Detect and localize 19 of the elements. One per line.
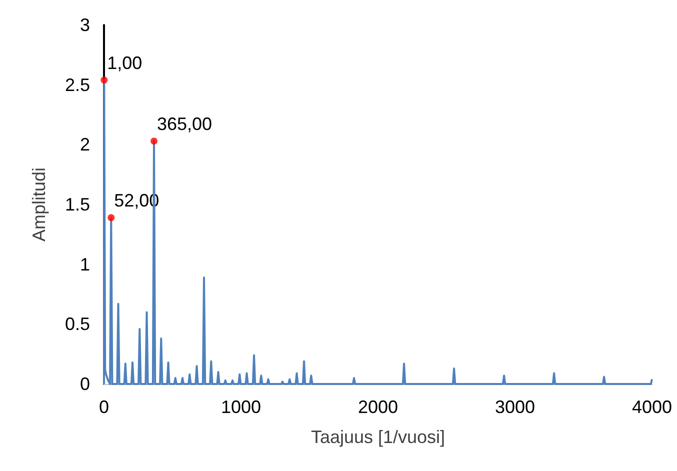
y-tick-label: 0.5 <box>64 314 90 334</box>
x-tick-label: 0 <box>98 397 110 417</box>
point <box>108 214 115 222</box>
point <box>150 138 158 145</box>
y-tick-label: 2 <box>80 134 90 155</box>
y-axis-title: Amplitudi <box>29 167 49 242</box>
annotation: 365,00 <box>157 114 212 134</box>
x-axis-title: Taajuus [1/vuosi] <box>310 427 446 447</box>
x-tick-label: 4000 <box>632 397 672 417</box>
y-tick-label: 1.5 <box>64 194 90 214</box>
y-tick-label: 3 <box>80 15 90 35</box>
x-tick-label: 1000 <box>220 397 262 417</box>
y-tick-label: 2.5 <box>64 74 90 95</box>
annotation: 1,00 <box>107 53 142 74</box>
point <box>100 76 108 84</box>
y-tick-label: 1 <box>80 254 90 274</box>
x-tick-label: 3000 <box>494 397 536 417</box>
x-tick-label: 2000 <box>358 397 398 417</box>
y-tick-label: 0 <box>80 374 90 394</box>
